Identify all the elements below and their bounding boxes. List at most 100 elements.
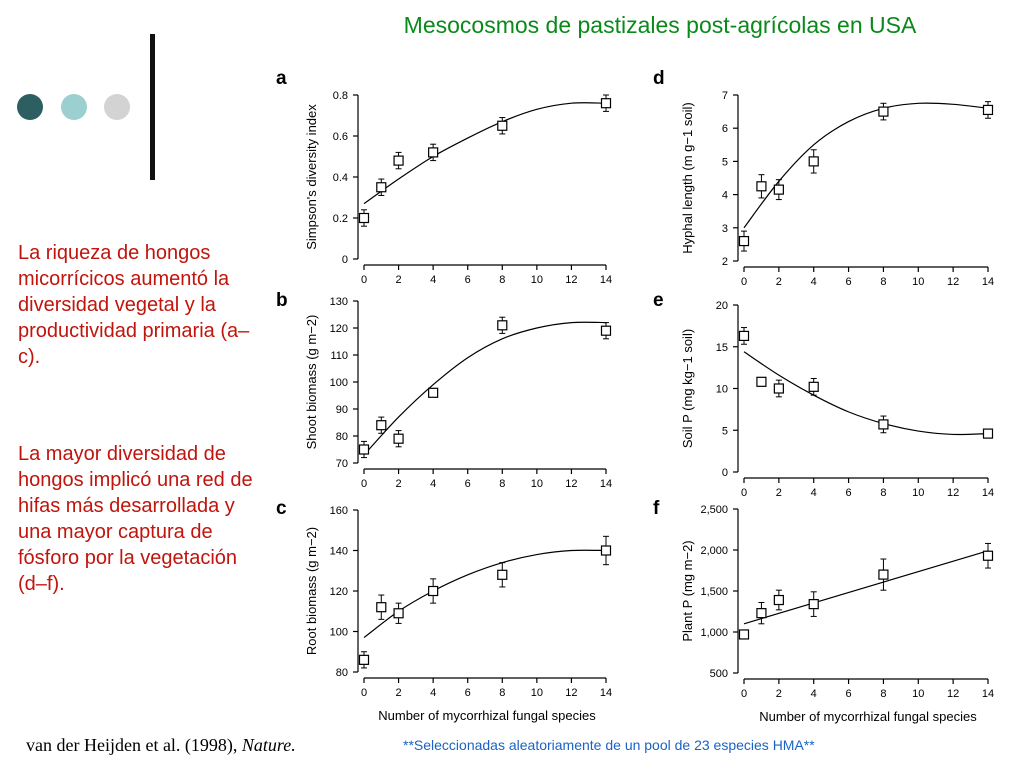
x-tick-label: 12: [947, 487, 959, 499]
panel-label-d: d: [653, 68, 665, 89]
data-point: [600, 98, 612, 109]
data-point: [756, 608, 767, 619]
x-tick-label: 14: [600, 687, 612, 699]
panel-label-b: b: [276, 290, 288, 311]
x-tick-label: 12: [565, 687, 577, 699]
x-tick-label: 6: [846, 688, 852, 700]
fit-curve: [363, 321, 607, 456]
citation-authors: van der Heijden et al. (1998),: [26, 735, 242, 755]
y-tick-label: 0.8: [333, 90, 348, 102]
y-tick-label: 5: [722, 425, 728, 437]
slide-title: Mesocosmos de pastizales post-agrícolas …: [403, 12, 917, 38]
decorative-vertical-bar: [150, 34, 155, 180]
y-tick-label: 15: [716, 342, 728, 354]
x-tick-label: 8: [499, 478, 505, 490]
x-tick-label: 2: [396, 687, 402, 699]
y-tick-label: 100: [330, 627, 348, 639]
y-tick-label: 7: [722, 90, 728, 102]
y-tick-label: 160: [330, 505, 348, 517]
x-tick-label: 6: [465, 687, 471, 699]
data-point: [982, 550, 994, 561]
x-tick-label: 10: [912, 688, 924, 700]
y-tick-label: 0: [342, 254, 348, 266]
x-tick-label: 0: [361, 478, 367, 490]
y-tick-label: 120: [330, 323, 348, 335]
data-point: [600, 545, 612, 556]
y-tick-label: 120: [330, 586, 348, 598]
x-tick-label: 0: [361, 274, 367, 286]
y-tick-label: 0: [722, 467, 728, 479]
y-tick-label: 140: [330, 546, 348, 558]
y-tick-label: 500: [710, 668, 728, 680]
fit-curve: [363, 549, 607, 639]
x-tick-label: 10: [912, 487, 924, 499]
x-tick-label: 4: [430, 274, 436, 286]
data-point: [738, 330, 750, 341]
x-tick-label: 10: [531, 274, 543, 286]
data-point: [376, 420, 387, 431]
data-point: [497, 320, 508, 331]
data-point: [738, 629, 750, 640]
y-tick-label: 0.6: [333, 131, 348, 143]
footnote: **Seleccionadas aleatoriamente de un poo…: [403, 737, 815, 753]
summary-paragraph-2: La mayor diversidad de hongos implicó un…: [18, 443, 253, 595]
data-point: [358, 212, 370, 224]
data-point: [428, 585, 439, 597]
y-axis-label: Soil P (mg kg−1 soil): [680, 329, 695, 448]
panel-label-a: a: [276, 68, 287, 89]
data-point: [773, 594, 784, 606]
chart-panel-d: d 2 3 4 5 6 7 0 2 4 6 8 10 12 14 Hyphal length (m g−1 s…: [653, 68, 994, 288]
y-tick-label: 130: [330, 296, 348, 308]
fit-curve: [363, 102, 607, 205]
data-point: [878, 106, 889, 117]
y-tick-label: 2,500: [700, 504, 728, 516]
x-tick-label: 6: [465, 478, 471, 490]
y-axis-label: Simpson's diversity index: [304, 104, 319, 250]
x-tick-label: 12: [947, 276, 959, 288]
data-point: [600, 325, 612, 336]
x-axis-label: Number of mycorrhizal fungal species: [378, 708, 596, 723]
x-tick-label: 6: [465, 274, 471, 286]
x-tick-label: 8: [499, 274, 505, 286]
x-tick-label: 2: [776, 487, 782, 499]
y-tick-label: 80: [336, 667, 348, 679]
chart-panel-a: a 0 0.2 0.4 0.6 0.8 0 2 4 6 8 10 12 14 Simpson's diver…: [276, 68, 612, 286]
data-point: [808, 599, 819, 610]
x-tick-label: 10: [912, 276, 924, 288]
x-tick-label: 4: [811, 688, 817, 700]
x-tick-label: 12: [947, 688, 959, 700]
x-tick-label: 12: [565, 478, 577, 490]
x-tick-label: 0: [741, 688, 747, 700]
x-tick-label: 2: [396, 274, 402, 286]
decorative-dot-dark: [17, 94, 43, 120]
data-point: [982, 104, 994, 116]
x-tick-label: 6: [846, 276, 852, 288]
data-point: [358, 654, 370, 665]
x-tick-label: 2: [776, 276, 782, 288]
x-tick-label: 4: [430, 687, 436, 699]
data-point: [756, 376, 767, 387]
y-tick-label: 1,500: [700, 586, 728, 598]
y-tick-label: 70: [336, 458, 348, 470]
x-tick-label: 6: [846, 487, 852, 499]
x-tick-label: 0: [361, 687, 367, 699]
y-tick-label: 10: [716, 384, 728, 396]
x-tick-label: 14: [982, 688, 994, 700]
data-point: [393, 433, 404, 444]
data-point: [358, 444, 370, 455]
x-tick-label: 2: [396, 478, 402, 490]
y-tick-label: 0.4: [333, 172, 348, 184]
x-tick-label: 8: [880, 487, 886, 499]
y-tick-label: 100: [330, 377, 348, 389]
x-tick-label: 12: [565, 274, 577, 286]
y-tick-label: 6: [722, 123, 728, 135]
data-point: [878, 569, 889, 580]
fit-curve: [743, 351, 989, 436]
data-point: [878, 419, 889, 430]
x-tick-label: 8: [880, 688, 886, 700]
data-point: [773, 383, 784, 394]
data-point: [428, 387, 439, 398]
data-point: [808, 156, 819, 167]
x-tick-label: 10: [531, 478, 543, 490]
